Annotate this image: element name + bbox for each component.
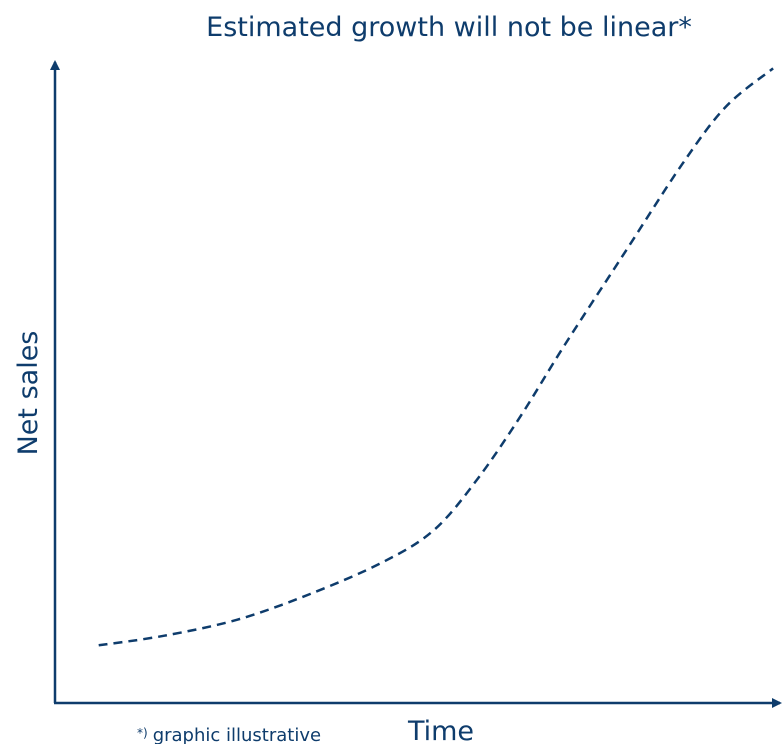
chart-title: Estimated growth will not be linear* xyxy=(206,12,692,43)
x-axis-label: Time xyxy=(407,716,474,744)
series-line-0 xyxy=(98,67,774,647)
footnote: *) graphic illustrative xyxy=(137,725,321,744)
footnote-text: graphic illustrative xyxy=(153,725,321,744)
y-axis-label: Net sales xyxy=(13,331,44,456)
footnote-marker: *) xyxy=(137,726,148,740)
series-layer xyxy=(98,67,774,647)
